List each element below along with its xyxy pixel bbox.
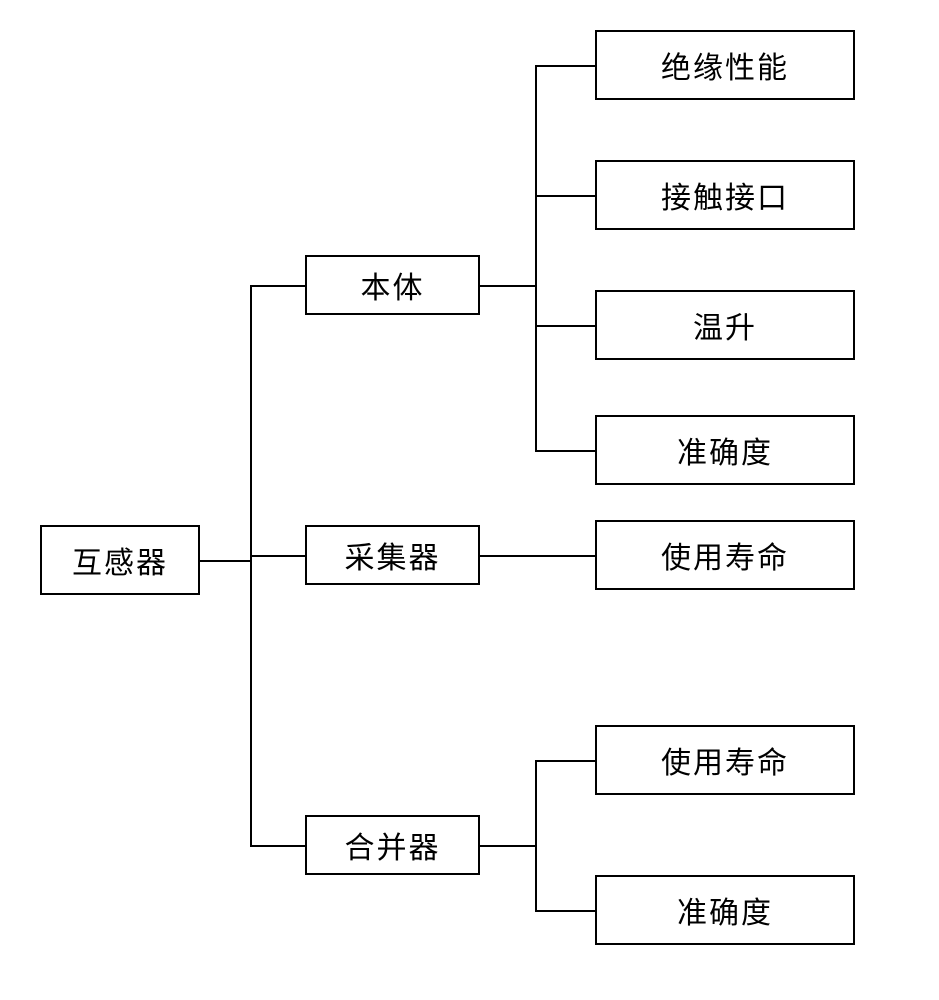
l2-node-body: 本体 — [305, 255, 480, 315]
l3-node-5: 使用寿命 — [595, 725, 855, 795]
l2-node-merger: 合并器 — [305, 815, 480, 875]
l3-label: 准确度 — [677, 428, 773, 472]
l2-node-collector: 采集器 — [305, 525, 480, 585]
root-node: 互感器 — [40, 525, 200, 595]
l3-label: 使用寿命 — [661, 533, 789, 577]
l3-label: 接触接口 — [661, 173, 789, 217]
l3-label: 准确度 — [677, 888, 773, 932]
l3-node-4: 使用寿命 — [595, 520, 855, 590]
l3-node-1: 接触接口 — [595, 160, 855, 230]
l3-label: 温升 — [693, 303, 757, 347]
l2-label: 采集器 — [345, 533, 441, 577]
l3-label: 使用寿命 — [661, 738, 789, 782]
l3-node-2: 温升 — [595, 290, 855, 360]
l2-label: 合并器 — [345, 823, 441, 867]
l3-label: 绝缘性能 — [661, 43, 789, 87]
l3-node-3: 准确度 — [595, 415, 855, 485]
l2-label: 本体 — [361, 263, 425, 307]
l3-node-0: 绝缘性能 — [595, 30, 855, 100]
root-label: 互感器 — [72, 538, 168, 582]
l3-node-6: 准确度 — [595, 875, 855, 945]
